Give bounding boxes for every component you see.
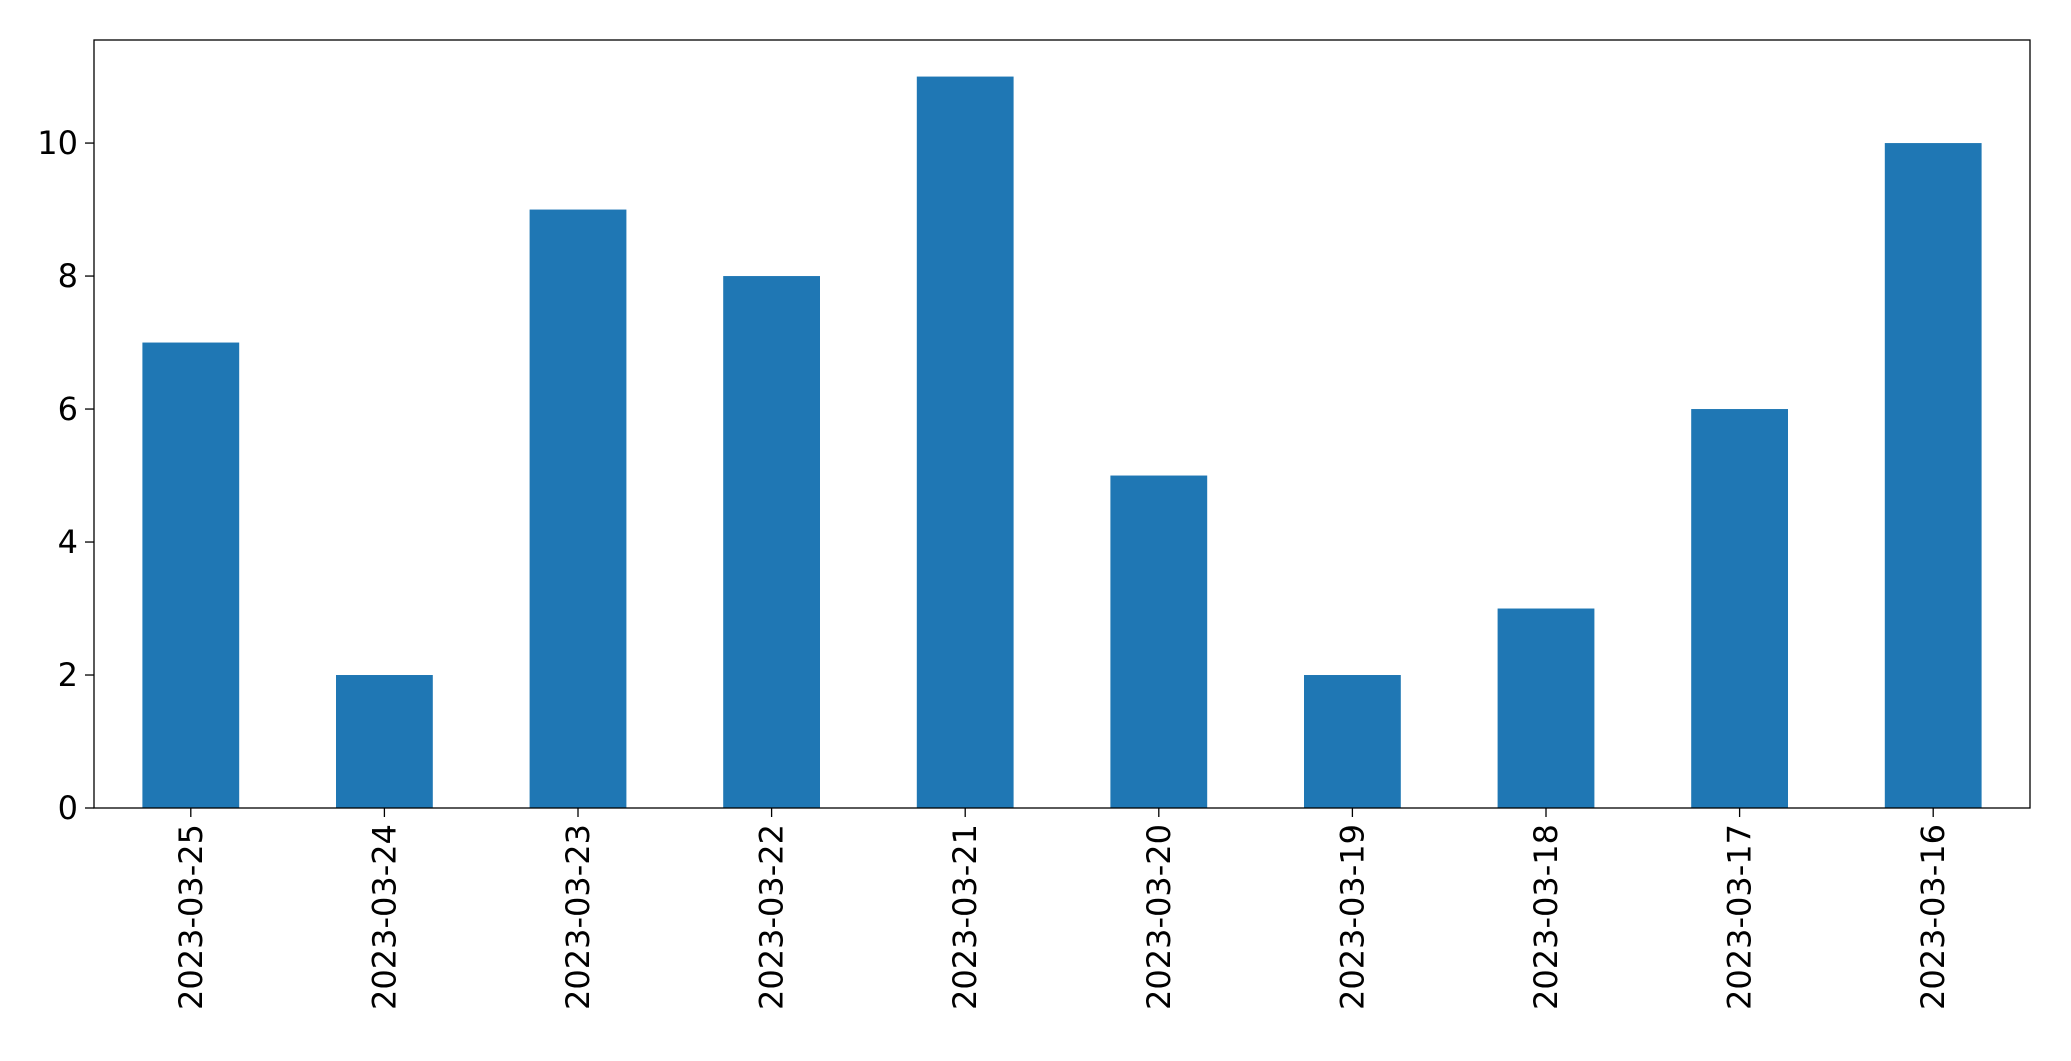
x-tick-label: 2023-03-25 [172,824,210,1010]
bar [1691,409,1788,808]
x-tick-label: 2023-03-17 [1721,824,1759,1010]
bar [336,675,433,808]
x-tick-label: 2023-03-18 [1527,824,1565,1010]
y-tick-label: 6 [58,390,78,428]
x-tick-label: 2023-03-16 [1914,824,1952,1010]
x-tick-label: 2023-03-23 [559,824,597,1010]
axes-frame [93,39,2031,809]
bar [723,276,820,808]
y-tick-label: 10 [37,124,78,162]
x-tick-label: 2023-03-21 [946,824,984,1010]
y-tick-label: 4 [58,523,78,561]
y-tick-label: 0 [58,789,78,827]
bar [1884,143,1982,808]
x-tick-label: 2023-03-19 [1333,824,1371,1010]
bar [1304,675,1401,808]
bar [1497,608,1595,808]
y-tick-label: 2 [58,656,78,694]
x-tick-label: 2023-03-24 [365,824,403,1010]
bar [529,209,627,808]
x-tick-label: 2023-03-22 [753,824,791,1010]
bar [916,76,1014,809]
bar [142,342,240,808]
y-tick-label: 8 [58,257,78,295]
x-tick-label: 2023-03-20 [1140,824,1178,1010]
bar [1110,475,1208,808]
